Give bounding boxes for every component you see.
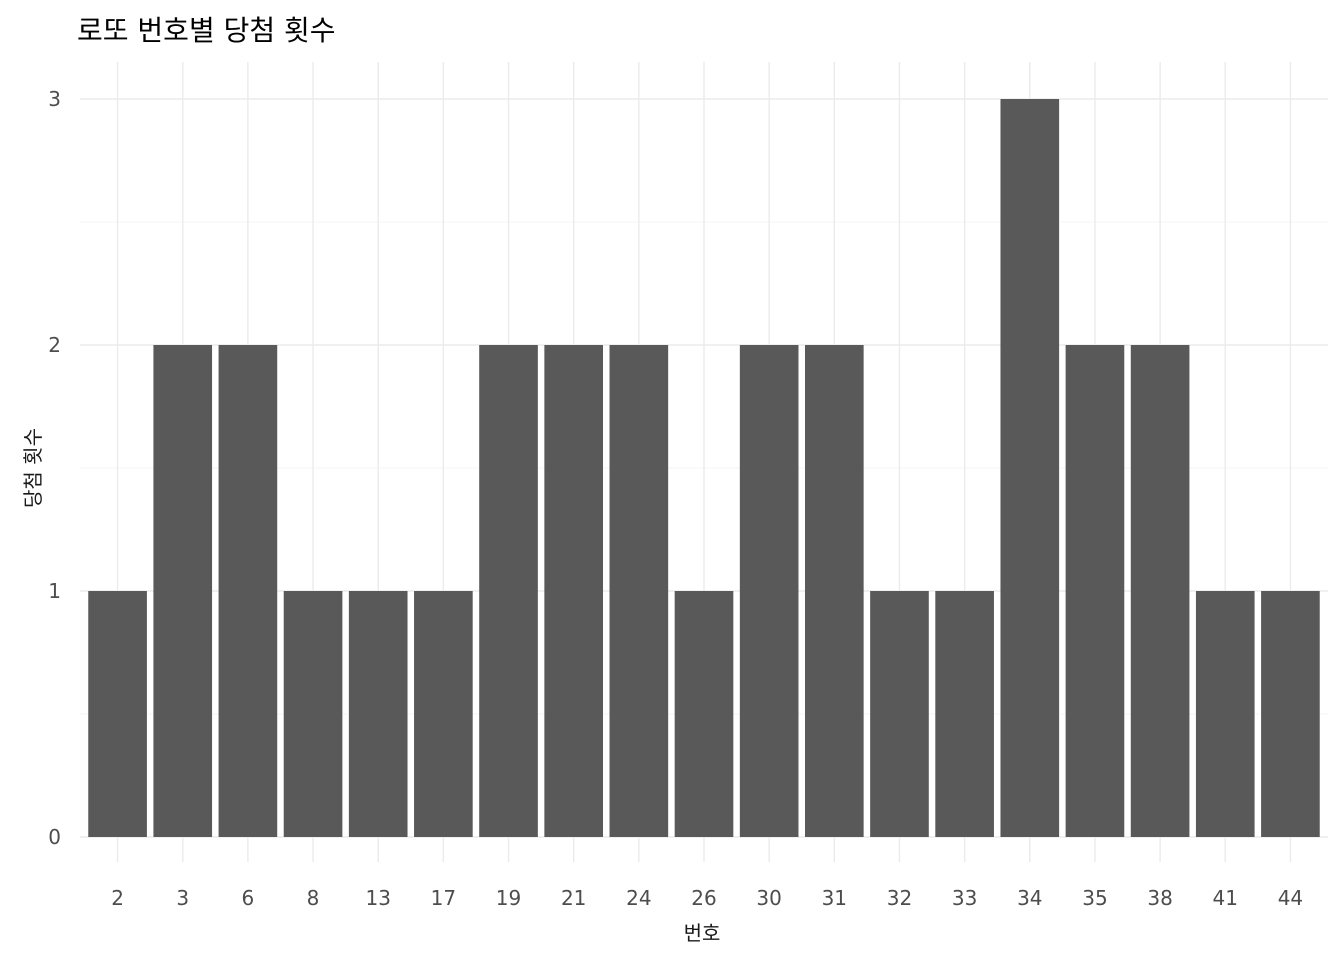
x-tick-label: 3 (176, 886, 189, 910)
bar-34 (1000, 99, 1060, 837)
y-axis-ticks: 0 1 2 3 (48, 87, 61, 849)
y-axis-title: 당첨 횟수 (21, 428, 45, 508)
bar-44 (1261, 591, 1320, 837)
bar-2 (88, 591, 147, 837)
bar-24 (609, 345, 669, 837)
x-tick-label: 34 (1017, 886, 1042, 910)
bars (88, 99, 1320, 837)
x-tick-label: 24 (626, 886, 651, 910)
chart-title: 로또 번호별 당첨 횟수 (77, 14, 336, 47)
x-tick-label: 13 (365, 886, 390, 910)
y-tick-label: 2 (48, 333, 61, 357)
x-axis-ticks: 2 3 6 8 13 17 19 21 24 26 30 31 32 33 34 35 38 41 44 (111, 886, 1303, 910)
x-tick-label: 32 (887, 886, 912, 910)
x-tick-label: 38 (1147, 886, 1172, 910)
bar-6 (218, 345, 278, 837)
x-tick-label: 26 (691, 886, 716, 910)
bar-38 (1130, 345, 1190, 837)
x-tick-label: 33 (952, 886, 977, 910)
x-tick-label: 31 (822, 886, 847, 910)
x-axis-title: 번호 (684, 921, 721, 945)
bar-32 (870, 591, 929, 837)
bar-8 (283, 591, 343, 837)
bar-19 (479, 345, 538, 837)
x-tick-label: 21 (561, 886, 586, 910)
x-tick-label: 19 (496, 886, 521, 910)
y-tick-label: 3 (48, 87, 61, 111)
bar-21 (544, 345, 604, 837)
x-tick-label: 44 (1278, 886, 1303, 910)
x-tick-label: 35 (1082, 886, 1107, 910)
bar-26 (674, 591, 734, 837)
x-tick-label: 30 (756, 886, 781, 910)
x-tick-label: 17 (431, 886, 456, 910)
bar-31 (804, 345, 864, 837)
x-tick-label: 2 (111, 886, 124, 910)
bar-41 (1195, 591, 1255, 837)
x-tick-label: 41 (1213, 886, 1238, 910)
bar-30 (739, 345, 799, 837)
bar-33 (935, 591, 994, 837)
y-tick-label: 1 (48, 579, 61, 603)
x-tick-label: 8 (307, 886, 320, 910)
x-tick-label: 6 (242, 886, 255, 910)
bar-17 (414, 591, 473, 837)
y-tick-label: 0 (48, 825, 61, 849)
bar-3 (153, 345, 213, 837)
bar-13 (348, 591, 408, 837)
bar-35 (1065, 345, 1125, 837)
